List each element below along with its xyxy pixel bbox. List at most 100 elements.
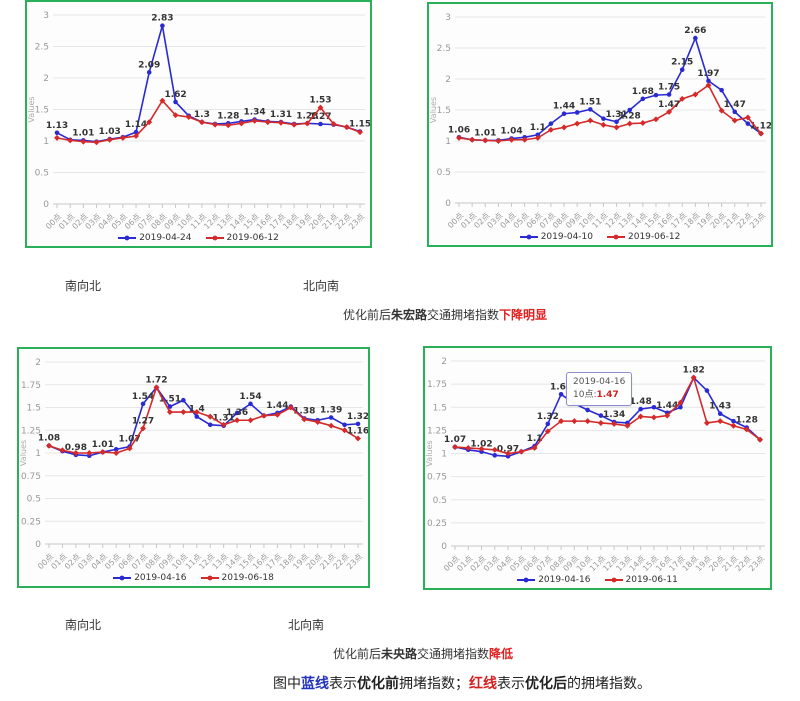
data-point[interactable]	[342, 422, 347, 428]
data-point[interactable]	[343, 124, 350, 131]
chart-area-bottom-left[interactable]: 0 0.25 0.5 0.75 1 1.25 1.5 1.75 2 00点 01点 02点 03点 04点…	[19, 349, 369, 586]
data-point[interactable]	[587, 117, 594, 124]
data-point[interactable]	[545, 421, 551, 427]
data-point[interactable]	[167, 404, 173, 409]
legend-item-2019-06-12[interactable]: 2019-06-12	[205, 233, 279, 243]
data-point[interactable]	[328, 415, 334, 420]
data-point[interactable]	[317, 104, 324, 111]
data-point[interactable]	[601, 116, 606, 121]
data-point[interactable]	[548, 121, 554, 126]
data-point[interactable]	[585, 407, 590, 413]
data-point[interactable]	[692, 91, 699, 98]
data-point[interactable]	[181, 397, 186, 403]
data-point[interactable]	[638, 406, 643, 412]
data-point[interactable]	[758, 130, 764, 137]
data-point[interactable]	[341, 427, 348, 434]
data-point[interactable]	[194, 414, 200, 419]
data-point[interactable]	[561, 124, 568, 131]
data-point[interactable]	[492, 453, 498, 458]
data-point[interactable]	[234, 410, 240, 416]
data-point[interactable]	[180, 409, 187, 416]
chart-area-top-right[interactable]: 0 0.5 1 1.5 2 2.5 3 00点 01点 02点 03点 04点 05点 06点 07点 08点…	[429, 4, 772, 245]
legend-item-2019-04-16[interactable]: 2019-04-16	[113, 573, 187, 583]
data-point[interactable]	[705, 82, 712, 89]
data-point[interactable]	[469, 136, 476, 143]
data-point[interactable]	[651, 404, 657, 410]
data-point[interactable]	[133, 129, 139, 135]
legend-item-2019-06-18[interactable]: 2019-06-18	[200, 573, 274, 583]
data-point[interactable]	[291, 121, 298, 128]
data-point[interactable]	[247, 417, 254, 424]
legend-item-2019-04-24[interactable]: 2019-04-24	[118, 233, 192, 243]
data-point[interactable]	[274, 411, 281, 418]
data-point[interactable]	[86, 450, 93, 456]
data-point[interactable]	[287, 404, 294, 411]
data-point[interactable]	[614, 119, 619, 125]
data-point[interactable]	[731, 117, 738, 124]
chart-area-top-left[interactable]: 0 0.5 1 1.5 2 2.5 3 00点 01点 02点 03点 04点 05点 06点 07点 08点…	[27, 2, 371, 246]
data-point[interactable]	[597, 420, 604, 426]
data-point[interactable]	[588, 107, 593, 112]
data-point[interactable]	[207, 422, 213, 428]
data-point[interactable]	[456, 134, 462, 141]
data-point[interactable]	[113, 447, 119, 452]
legend-item-2019-06-11[interactable]: 2019-06-11	[604, 575, 678, 585]
data-point[interactable]	[757, 436, 763, 443]
data-point[interactable]	[653, 92, 659, 98]
data-point[interactable]	[679, 67, 685, 72]
data-point[interactable]	[260, 412, 267, 419]
data-point[interactable]	[640, 96, 646, 102]
data-point[interactable]	[140, 425, 147, 432]
data-point[interactable]	[146, 70, 152, 75]
data-point[interactable]	[146, 119, 153, 126]
data-point[interactable]	[574, 110, 580, 115]
data-point[interactable]	[558, 392, 564, 397]
data-point[interactable]	[304, 120, 311, 127]
data-point[interactable]	[627, 107, 632, 113]
legend-item-2019-06-12[interactable]: 2019-06-12	[607, 232, 680, 242]
data-point[interactable]	[678, 404, 683, 410]
data-point[interactable]	[666, 92, 672, 97]
data-point[interactable]	[212, 121, 219, 128]
data-point[interactable]	[730, 422, 737, 429]
data-point[interactable]	[598, 413, 604, 418]
data-point[interactable]	[613, 124, 620, 131]
legend-item-2019-04-10[interactable]: 2019-04-10	[519, 232, 593, 242]
data-point[interactable]	[54, 134, 60, 141]
data-point[interactable]	[571, 418, 578, 425]
data-point[interactable]	[732, 109, 738, 115]
data-point[interactable]	[54, 130, 60, 136]
data-point[interactable]	[717, 411, 723, 417]
data-point[interactable]	[584, 418, 591, 425]
data-point[interactable]	[535, 132, 541, 138]
data-point[interactable]	[693, 35, 698, 41]
data-point[interactable]	[745, 121, 751, 126]
legend-item-2019-04-16[interactable]: 2019-04-16	[517, 575, 591, 585]
data-point[interactable]	[46, 442, 52, 449]
data-point[interactable]	[173, 99, 178, 105]
data-point[interactable]	[328, 422, 335, 429]
data-point[interactable]	[717, 418, 724, 425]
data-point[interactable]	[113, 450, 120, 456]
data-point[interactable]	[703, 420, 710, 426]
chart-area-bottom-right[interactable]: 0 0.25 0.5 0.75 1 1.25 1.5 1.75 2 00点 01点 02点 03点 04点…	[425, 348, 770, 588]
data-point[interactable]	[531, 444, 538, 451]
data-point[interactable]	[574, 120, 581, 127]
data-point[interactable]	[650, 414, 657, 421]
data-point[interactable]	[561, 111, 567, 117]
data-point[interactable]	[277, 119, 284, 126]
data-point[interactable]	[140, 401, 146, 407]
data-point[interactable]	[706, 78, 711, 84]
data-point[interactable]	[719, 87, 724, 93]
data-point[interactable]	[99, 449, 106, 456]
data-point[interactable]	[72, 450, 79, 456]
data-point[interactable]	[495, 138, 502, 144]
data-point[interactable]	[160, 23, 165, 29]
data-point[interactable]	[314, 419, 321, 426]
data-point[interactable]	[166, 409, 173, 416]
data-point[interactable]	[106, 136, 113, 143]
data-point[interactable]	[248, 401, 253, 407]
data-point[interactable]	[600, 121, 607, 128]
data-point[interactable]	[731, 418, 736, 424]
data-point[interactable]	[318, 121, 323, 127]
